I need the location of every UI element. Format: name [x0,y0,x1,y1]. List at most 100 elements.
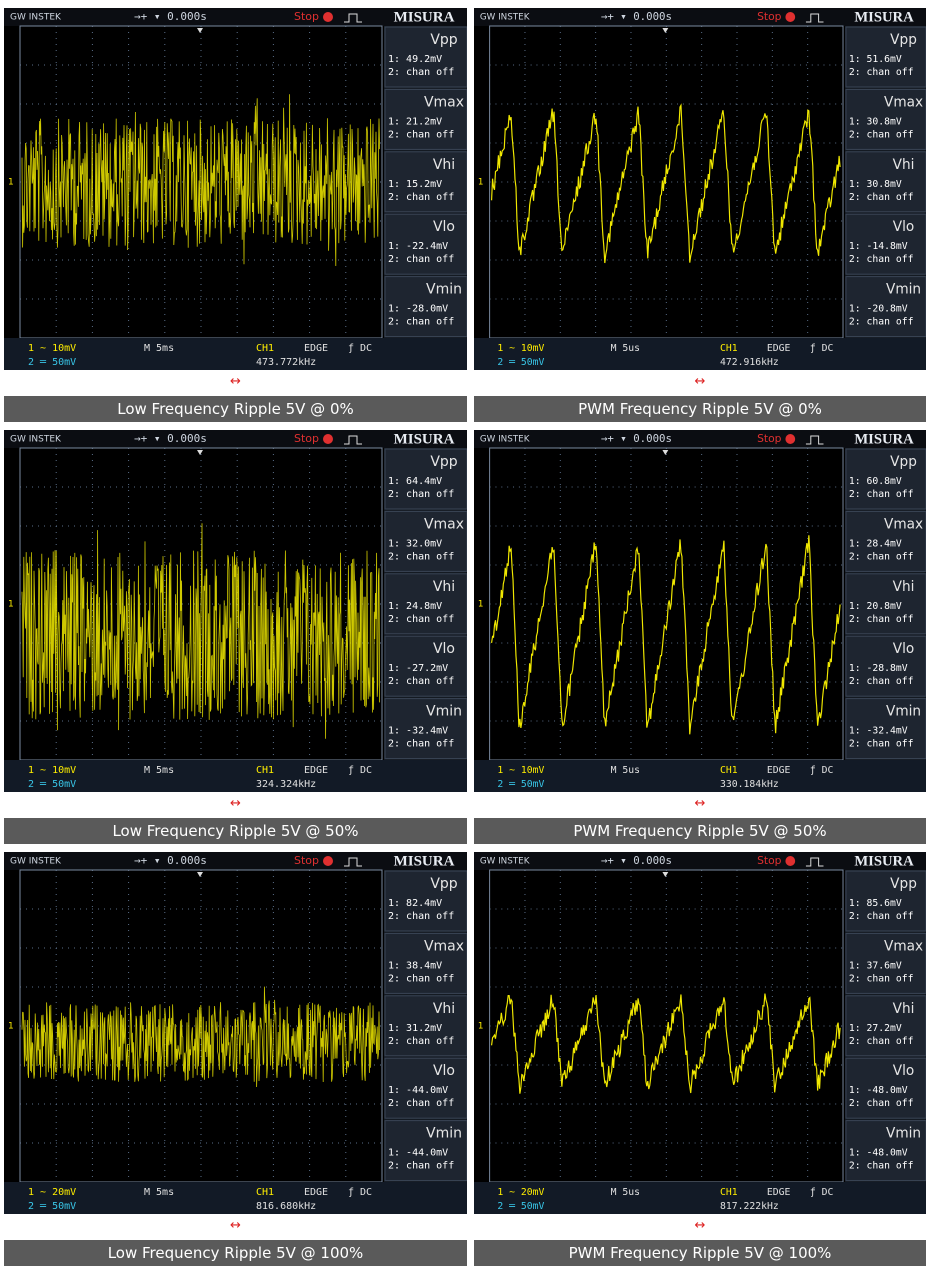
trigger-time: →+ ▾ 0.000s [601,854,672,867]
measure-ch2: 2: chan off [388,551,454,562]
source: CH1 [256,765,274,776]
coupling: ƒ DC [810,765,834,776]
run-status: Stop [294,432,319,445]
status-dot [785,856,795,866]
page: GW INSTEK→+ ▾ 0.000sStopMISURA1Vpp1: 49.… [0,0,929,1274]
run-status: Stop [757,854,781,867]
measure-ch1: 1: -20.8mV [849,304,908,315]
status-dot [323,434,333,444]
measure-ch1: 1: -32.4mV [849,726,908,737]
measure-ch2: 2: chan off [388,192,454,203]
measure-label: Vhi [433,157,455,173]
measure-label: Vmax [424,516,464,532]
run-status: Stop [757,432,781,445]
measure-label: Vmax [884,94,923,110]
measure-ch2: 2: chan off [849,129,914,140]
scope-panel: GW INSTEK→+ ▾ 0.000sStopMISURA1Vpp1: 85.… [474,852,926,1268]
measure-ch2: 2: chan off [849,317,914,328]
trigger-type: EDGE [767,765,791,776]
ch2-scale: 2 ═ 50mV [497,1201,544,1212]
measure-label: Vlo [893,641,915,657]
ch2-scale: 2 ═ 50mV [28,779,76,790]
measure-label: Vpp [430,32,457,48]
caption: Low Frequency Ripple 5V @ 0% [4,396,467,422]
measure-ch2: 2: chan off [849,1098,914,1109]
menu-title: MISURA [854,9,914,25]
measure-ch2: 2: chan off [849,1036,914,1047]
trigger-time: →+ ▾ 0.000s [601,432,672,445]
measure-label: Vmin [426,704,462,720]
run-status: Stop [294,854,319,867]
measure-ch1: 1: 28.4mV [849,538,902,549]
brand: GW INSTEK [10,435,62,445]
measure-ch1: 1: 30.8mV [849,179,902,190]
trigger-type: EDGE [767,1187,791,1198]
measure-ch1: 1: 51.6mV [849,54,902,65]
link-icon: ↔ [4,796,467,811]
measure-ch1: 1: -28.8mV [849,663,908,674]
link-icon: ↔ [4,1218,467,1233]
brand: GW INSTEK [480,434,530,444]
coupling: ƒ DC [348,765,372,776]
measure-ch1: 1: -48.0mV [849,1148,908,1159]
measure-label: Vpp [430,876,457,892]
timebase: M 5ms [144,343,174,354]
brand: GW INSTEK [480,856,530,866]
status-dot [323,856,333,866]
source: CH1 [720,765,738,776]
ch2-scale: 2 ═ 50mV [497,779,544,790]
measure-ch2: 2: chan off [849,911,914,922]
trigger-type: EDGE [767,343,791,354]
trigger-time: →+ ▾ 0.000s [134,432,207,445]
measure-label: Vhi [433,579,455,595]
frequency: 330.184kHz [720,779,779,790]
measure-label: Vmin [886,282,921,298]
brand: GW INSTEK [10,857,62,867]
scope-panel: GW INSTEK→+ ▾ 0.000sStopMISURA1Vpp1: 49.… [4,8,467,424]
channel-marker: 1 [8,600,14,610]
channel-marker: 1 [8,1022,14,1032]
measure-ch2: 2: chan off [849,1161,914,1172]
measure-label: Vhi [893,579,915,595]
measure-label: Vlo [433,641,455,657]
measure-ch2: 2: chan off [388,1036,454,1047]
measure-label: Vlo [893,1063,915,1079]
scope-panel: GW INSTEK→+ ▾ 0.000sStopMISURA1Vpp1: 82.… [4,852,467,1268]
measure-ch1: 1: 37.6mV [849,960,902,971]
measure-ch2: 2: chan off [388,676,454,687]
measure-ch2: 2: chan off [388,1098,454,1109]
frequency: 473.772kHz [256,357,316,368]
ch2-scale: 2 ═ 50mV [28,357,76,368]
measure-ch2: 2: chan off [849,192,914,203]
measure-ch2: 2: chan off [849,973,914,984]
ch1-scale: 1 ~ 20mV [28,1187,76,1198]
source: CH1 [720,1187,738,1198]
measure-ch1: 1: 15.2mV [388,179,442,190]
caption: PWM Frequency Ripple 5V @ 100% [474,1240,926,1266]
measure-ch1: 1: 31.2mV [388,1023,442,1034]
caption: PWM Frequency Ripple 5V @ 50% [474,818,926,844]
measure-ch2: 2: chan off [849,739,914,750]
ch1-scale: 1 ~ 20mV [497,1187,544,1198]
frequency: 324.324kHz [256,779,316,790]
measure-ch1: 1: 85.6mV [849,898,902,909]
menu-title: MISURA [394,9,455,25]
measure-ch2: 2: chan off [388,1161,454,1172]
measure-ch1: 1: 24.8mV [388,601,442,612]
source: CH1 [256,343,274,354]
trigger-time: →+ ▾ 0.000s [134,854,207,867]
measure-ch2: 2: chan off [388,129,454,140]
scope-panel: GW INSTEK→+ ▾ 0.000sStopMISURA1Vpp1: 51.… [474,8,926,424]
measure-label: Vlo [433,1063,455,1079]
trigger-type: EDGE [304,343,328,354]
ch1-scale: 1 ~ 10mV [497,343,544,354]
menu-title: MISURA [854,431,914,447]
timebase: M 5us [611,1187,640,1198]
measure-ch2: 2: chan off [849,614,914,625]
status-dot [785,434,795,444]
measure-label: Vhi [893,1001,915,1017]
measure-label: Vlo [433,219,455,235]
measure-ch1: 1: 32.0mV [388,538,442,549]
